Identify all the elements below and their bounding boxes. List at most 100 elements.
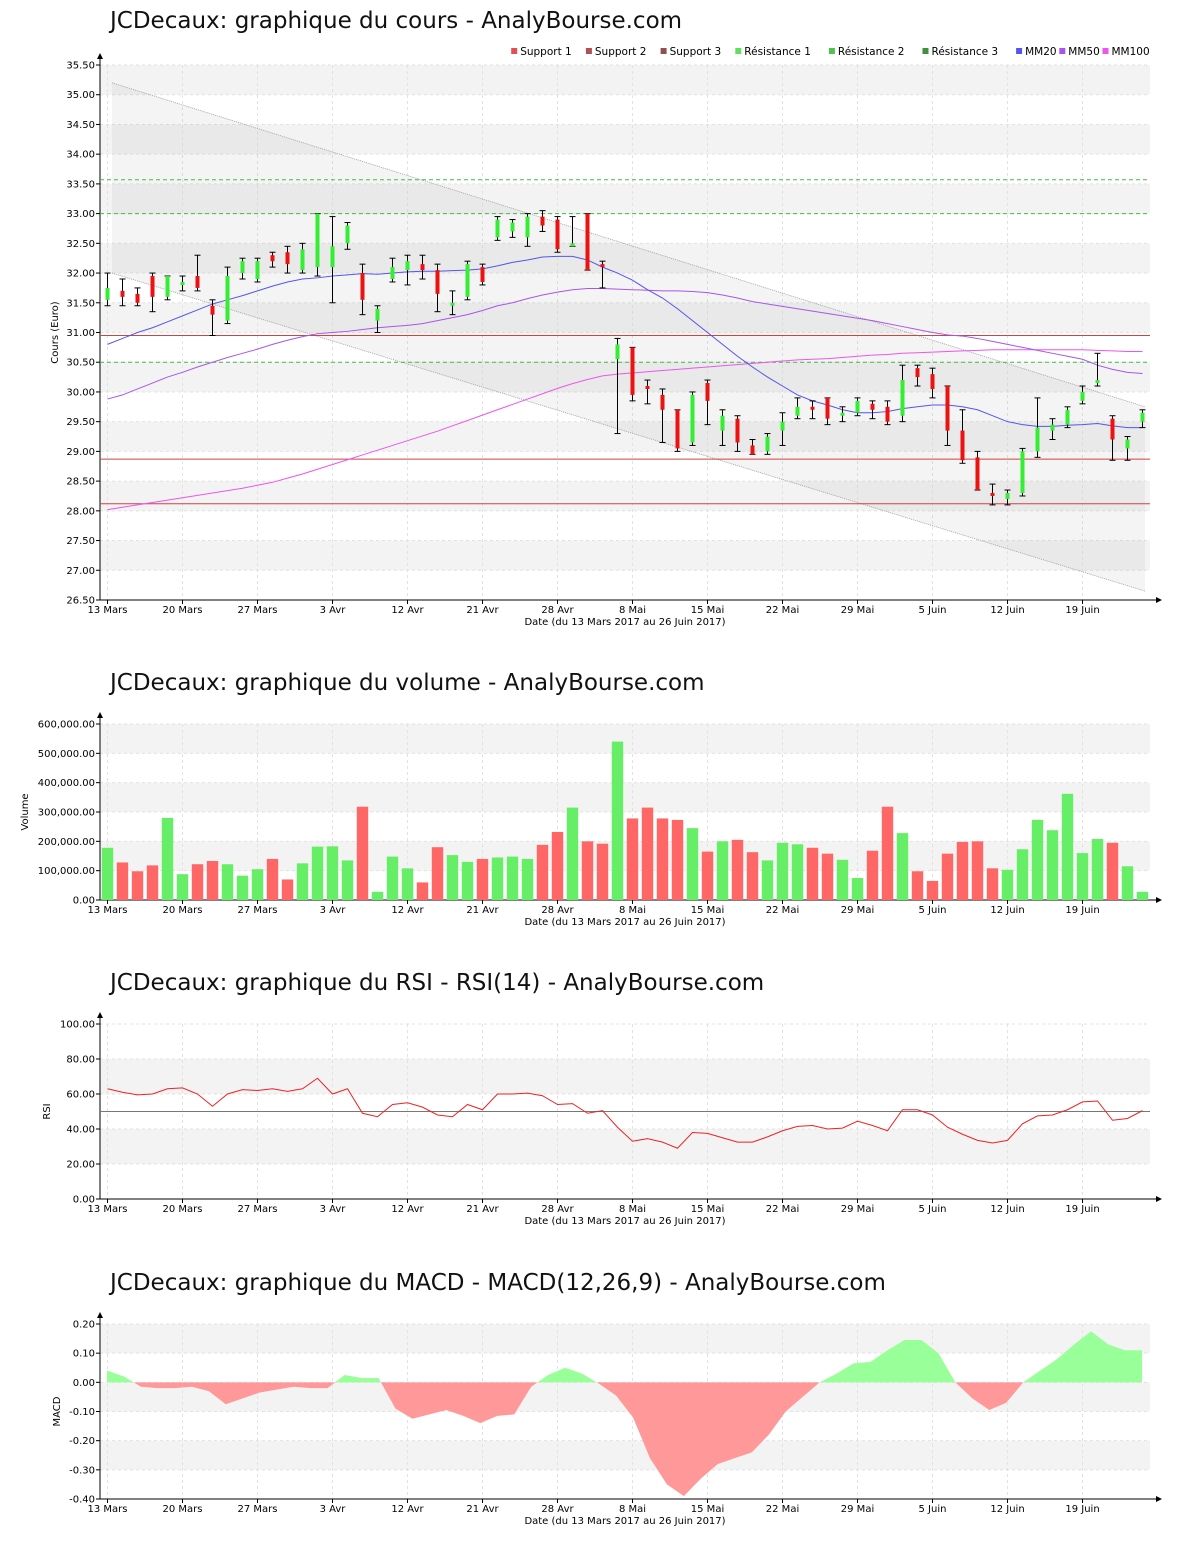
- legend-swatch: [1059, 48, 1066, 54]
- candle-body: [390, 267, 395, 279]
- x-tick-label: 19 Juin: [1065, 1204, 1099, 1215]
- y-tick-label: -0.20: [69, 1436, 95, 1447]
- candle-body: [630, 347, 635, 395]
- background-band: [100, 782, 1150, 812]
- x-tick-label: 12 Avr: [391, 905, 424, 916]
- volume-bar: [866, 850, 879, 900]
- y-axis-label: Volume: [20, 793, 31, 830]
- candle-body: [495, 219, 500, 238]
- volume-bar: [896, 833, 909, 900]
- y-tick-label: 0.10: [73, 1349, 95, 1360]
- y-axis-label: MACD: [52, 1396, 63, 1426]
- y-tick-label: 35.00: [66, 90, 95, 101]
- candle-body: [885, 406, 890, 422]
- volume-bar: [1076, 853, 1089, 900]
- candle-body: [525, 216, 530, 238]
- volume-bar: [761, 860, 774, 900]
- candle-body: [840, 412, 845, 416]
- x-axis-arrow: [1156, 597, 1162, 603]
- y-tick-label: 28.00: [66, 506, 95, 517]
- volume-bar: [1121, 866, 1134, 900]
- x-tick-label: 21 Avr: [466, 605, 499, 616]
- y-tick-label: 34.00: [66, 150, 95, 161]
- volume-chart: 0.00 100,000.00 200,000.00 300,000.00 400,00…: [20, 712, 1162, 928]
- volume-bar: [1106, 842, 1119, 900]
- x-tick-label: 22 Mai: [766, 905, 799, 916]
- macd-positive-area: [107, 1331, 1142, 1383]
- y-axis-label: Cours (Euro): [50, 301, 61, 364]
- y-tick-label: 31.00: [66, 328, 95, 339]
- legend-swatch: [660, 48, 667, 54]
- volume-bar: [806, 847, 819, 900]
- x-tick-label: 8 Mai: [619, 605, 646, 616]
- candle-body: [135, 293, 140, 303]
- rsi-chart-title: JCDecaux: graphique du RSI - RSI(14) - A…: [110, 970, 765, 996]
- x-tick-label: 21 Avr: [466, 1204, 499, 1215]
- candle-body: [165, 276, 170, 297]
- x-tick-label: 20 Mars: [163, 905, 203, 916]
- y-tick-label: 0.20: [73, 1320, 95, 1331]
- x-axis-arrow: [1156, 1496, 1162, 1502]
- volume-bar: [146, 865, 159, 900]
- x-tick-label: 27 Mars: [238, 1204, 278, 1215]
- y-tick-label: 600,000.00: [38, 720, 95, 731]
- volume-bar: [191, 864, 204, 900]
- x-tick-label: 15 Mai: [691, 905, 724, 916]
- candle-body: [960, 430, 965, 461]
- volume-bar: [161, 817, 174, 900]
- y-tick-label: 40.00: [66, 1125, 95, 1136]
- candle-body: [1005, 493, 1010, 499]
- y-tick-label: -0.30: [69, 1465, 95, 1476]
- x-axis-label: Date (du 13 Mars 2017 au 26 Juin 2017): [524, 917, 725, 928]
- candle-body: [1140, 412, 1145, 422]
- x-tick-label: 8 Mai: [619, 905, 646, 916]
- candle-body: [375, 308, 380, 321]
- y-tick-label: 30.50: [66, 358, 95, 369]
- y-tick-label: 500,000.00: [38, 749, 95, 760]
- x-tick-label: 12 Juin: [990, 1204, 1024, 1215]
- price-chart: 26.50 27.00 27.50 28.00 28.50 29.00 29.50 30.00…: [50, 46, 1162, 628]
- x-tick-label: 13 Mars: [88, 905, 128, 916]
- x-tick-label: 15 Mai: [691, 605, 724, 616]
- y-tick-label: 0.00: [73, 896, 95, 907]
- background-band: [100, 481, 1150, 511]
- volume-bar: [116, 862, 129, 900]
- x-tick-label: 27 Mars: [238, 905, 278, 916]
- legend-label: Résistance 1: [744, 46, 811, 58]
- background-band: [100, 421, 1150, 452]
- trend-channel-upper: [111, 82, 1146, 408]
- x-tick-label: 27 Mars: [238, 605, 278, 616]
- x-tick-label: 19 Juin: [1065, 905, 1099, 916]
- x-tick-label: 28 Avr: [541, 1204, 574, 1215]
- candle-body: [765, 436, 770, 452]
- candle-body: [105, 287, 110, 300]
- candle-body: [150, 276, 155, 297]
- candle-body: [1020, 451, 1025, 493]
- candle-body: [120, 290, 125, 297]
- volume-bar: [386, 856, 399, 900]
- volume-bar: [626, 818, 639, 900]
- volume-bar: [986, 868, 999, 900]
- price-chart-panel: JCDecaux: graphique du cours - AnalyBour…: [0, 0, 1200, 640]
- volume-bar: [101, 847, 114, 900]
- candle-body: [855, 400, 860, 413]
- volume-bar: [251, 869, 264, 900]
- x-tick-label: 20 Mars: [163, 1204, 203, 1215]
- x-tick-label: 28 Avr: [541, 1504, 574, 1515]
- candle-body: [345, 225, 350, 244]
- volume-bar: [746, 852, 759, 900]
- candle-body: [975, 457, 980, 491]
- candle-body: [510, 222, 515, 232]
- candle-body: [1035, 427, 1040, 452]
- x-axis-arrow: [1156, 1196, 1162, 1202]
- volume-bar: [446, 855, 459, 900]
- candle-body: [555, 219, 560, 250]
- legend-label: Support 2: [595, 46, 647, 58]
- volume-bar: [1016, 849, 1029, 900]
- background-band: [100, 540, 1150, 571]
- candle-body: [270, 255, 275, 262]
- background-band: [100, 1440, 1150, 1470]
- volume-bar: [1136, 891, 1149, 900]
- background-band: [100, 65, 1150, 95]
- candle-body: [210, 305, 215, 315]
